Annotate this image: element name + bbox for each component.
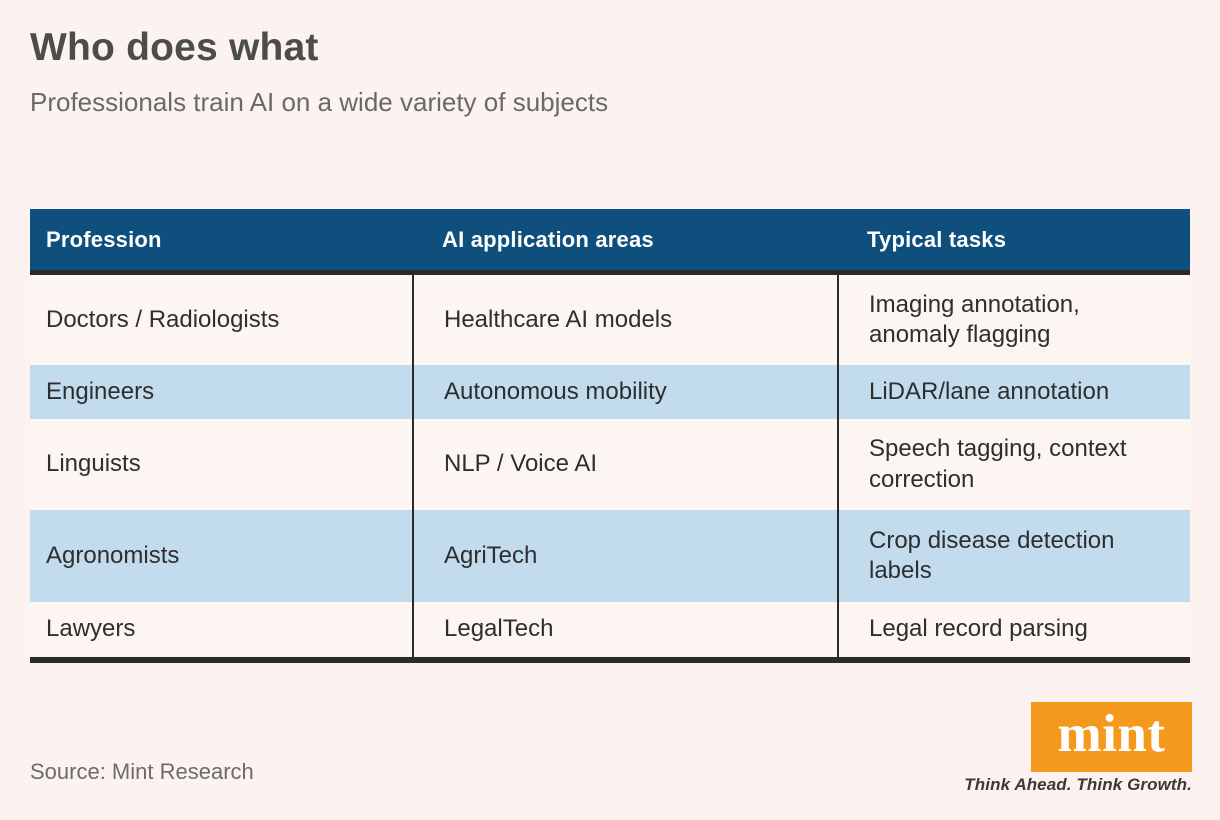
column-header-profession: Profession xyxy=(46,226,162,252)
cell-application-area: Autonomous mobility xyxy=(412,365,837,419)
brand-tagline: Think Ahead. Think Growth. xyxy=(964,775,1192,794)
who-does-what-infographic: Who does what Professionals train AI on … xyxy=(0,26,1220,794)
cell-typical-tasks: Speech tagging, context correction xyxy=(837,419,1190,510)
source-note: Source: Mint Research xyxy=(30,759,254,784)
cell-profession: Lawyers xyxy=(46,615,136,643)
table-row-lawyers: Lawyers LegalTech Legal record parsing xyxy=(30,602,1190,657)
page-title: Who does what xyxy=(30,26,319,69)
table-header-row: Profession AI application areas Typical … xyxy=(30,209,1190,275)
cell-profession: Doctors / Radiologists xyxy=(46,305,280,333)
column-header-ai-application-areas: AI application areas xyxy=(442,226,654,252)
cell-typical-tasks: Legal record parsing xyxy=(837,602,1190,657)
cell-profession: Engineers xyxy=(46,377,155,405)
cell-typical-tasks: Imaging annotation, anomaly flagging xyxy=(837,275,1190,365)
cell-typical-tasks: Crop disease detection labels xyxy=(837,510,1190,602)
cell-application-area: NLP / Voice AI xyxy=(412,419,837,510)
column-header-typical-tasks: Typical tasks xyxy=(867,226,1007,252)
cell-application-area: AgriTech xyxy=(412,510,837,602)
mint-logo-wordmark: mint xyxy=(1057,705,1166,763)
cell-profession: Agronomists xyxy=(46,541,180,569)
table-row-engineers: Engineers Autonomous mobility LiDAR/lane… xyxy=(30,365,1190,419)
page-subtitle: Professionals train AI on a wide variety… xyxy=(30,87,609,117)
cell-typical-tasks: LiDAR/lane annotation xyxy=(837,365,1190,419)
professions-table: Profession AI application areas Typical … xyxy=(30,209,1190,663)
table-row-linguists: Linguists NLP / Voice AI Speech tagging,… xyxy=(30,419,1190,510)
table-row-doctors: Doctors / Radiologists Healthcare AI mod… xyxy=(30,275,1190,365)
table-row-agronomists: Agronomists AgriTech Crop disease detect… xyxy=(30,510,1190,602)
cell-application-area: Healthcare AI models xyxy=(412,275,837,365)
cell-profession: Linguists xyxy=(46,450,141,478)
mint-logo: mint xyxy=(1031,702,1192,772)
cell-application-area: LegalTech xyxy=(412,602,837,657)
